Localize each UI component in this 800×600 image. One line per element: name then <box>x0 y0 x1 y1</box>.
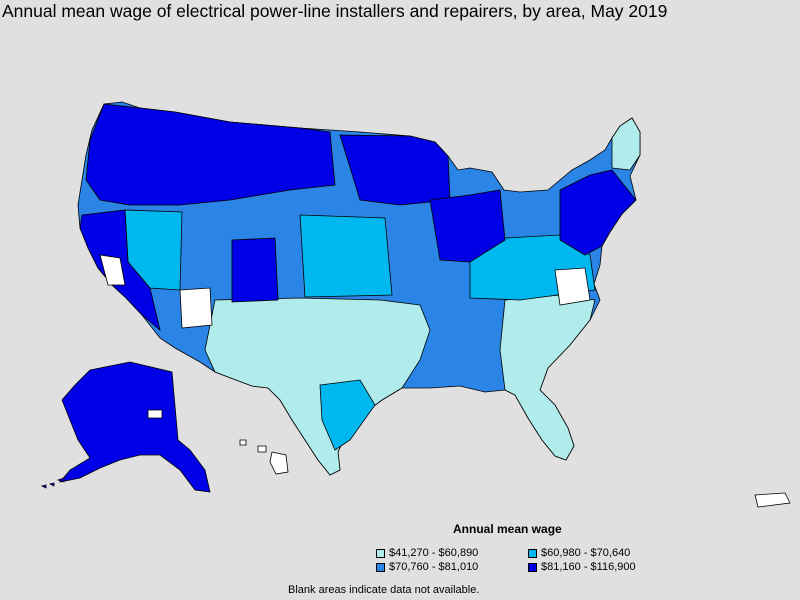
region-nodata-va <box>554 267 591 306</box>
legend-label-1: $41,270 - $60,890 <box>389 547 479 559</box>
legend-item-1: $41,270 - $60,890 <box>376 547 478 559</box>
legend-swatch-2 <box>528 548 537 558</box>
legend-swatch-1 <box>376 548 385 558</box>
region-maine-light <box>611 117 641 171</box>
legend-item-2: $60,980 - $70,640 <box>528 547 630 559</box>
region-colorado-dark <box>231 237 279 303</box>
alaska-shape <box>58 361 211 493</box>
region-northeast-dark <box>559 169 637 256</box>
alaska-nodata <box>147 409 163 419</box>
alaska <box>40 361 211 493</box>
legend-swatch-3 <box>376 562 385 572</box>
puerto-rico <box>754 492 791 508</box>
legend-title: Annual mean wage <box>453 522 562 536</box>
legend-item-3: $70,760 - $81,010 <box>376 561 478 573</box>
hawaii <box>239 439 289 475</box>
map-title: Annual mean wage of electrical power-lin… <box>2 1 668 21</box>
region-pacific-nw-dark <box>85 103 336 206</box>
region-southwest-light <box>204 297 431 476</box>
blank-areas-note: Blank areas indicate data not available. <box>288 584 480 596</box>
legend-label-4: $81,160 - $116,900 <box>541 561 636 573</box>
region-greatlakes-dark <box>429 189 506 263</box>
aleutian-islands <box>40 477 65 489</box>
region-plains-cyan <box>299 214 393 298</box>
legend-item-4: $81,160 - $116,900 <box>528 561 636 573</box>
legend-label-2: $60,980 - $70,640 <box>541 547 631 559</box>
region-texas-coast-cyan <box>319 379 376 451</box>
region-nodata-ca <box>99 254 126 286</box>
contiguous-us <box>77 101 641 476</box>
region-nodata-nv <box>179 287 213 329</box>
legend-label-3: $70,760 - $81,010 <box>389 561 479 573</box>
region-southeast-light <box>499 294 596 461</box>
region-northern-tier-dark <box>339 134 451 206</box>
legend-swatch-4 <box>528 562 537 572</box>
